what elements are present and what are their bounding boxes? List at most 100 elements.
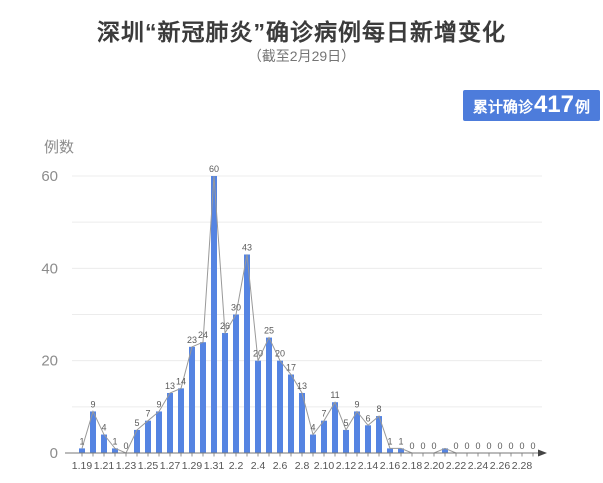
badge-prefix-label: 累计确诊 [472, 99, 533, 116]
y-tick-label: 0 [50, 445, 58, 462]
bar-1.21 [101, 434, 107, 453]
x-tick-label: 2.28 [512, 460, 533, 472]
bar-value-label: 17 [286, 363, 296, 373]
x-axis-arrow-icon [538, 449, 547, 457]
x-tick-label: 2.10 [314, 460, 335, 472]
badge-total-value: 417 [533, 91, 574, 118]
bar-value-label: 13 [297, 381, 307, 391]
bar-2.6 [277, 360, 283, 453]
y-tick-label: 40 [41, 260, 58, 277]
x-tick-label: 2.6 [273, 460, 288, 472]
bar-value-label: 9 [90, 399, 95, 409]
y-axis-name-label: 例数 [44, 139, 75, 156]
bar-value-label: 0 [486, 441, 491, 451]
bar-2.3 [244, 254, 250, 453]
y-tick-label: 20 [41, 353, 58, 370]
bar-value-label: 25 [264, 326, 274, 336]
x-tick-label: 1.29 [182, 460, 203, 472]
x-tick-label: 2.12 [336, 460, 357, 472]
bar-value-label: 0 [431, 441, 436, 451]
page-subtitle: （截至2月29日） [247, 48, 356, 64]
bar-value-label: 30 [231, 303, 241, 313]
x-tick-label: 1.25 [138, 460, 159, 472]
x-tick-label: 2.2 [229, 460, 244, 472]
bar-2.2 [233, 314, 239, 453]
x-tick-label: 1.27 [160, 460, 181, 472]
bar-1.20 [90, 411, 96, 453]
bar-2.12 [343, 429, 349, 453]
bar-value-label: 7 [321, 409, 326, 419]
bar-value-label: 1 [398, 436, 403, 446]
bar-value-label: 9 [156, 399, 161, 409]
bar-value-label: 8 [376, 404, 381, 414]
x-tick-label: 1.21 [94, 460, 115, 472]
bar-value-label: 60 [209, 164, 219, 174]
bar-value-label: 6 [365, 413, 370, 423]
x-tick-label: 1.19 [72, 460, 93, 472]
bar-value-label: 0 [123, 441, 128, 451]
bar-1.29 [189, 346, 195, 453]
badge-suffix-label: 例 [574, 99, 590, 116]
bar-value-label: 0 [530, 441, 535, 451]
x-tick-label: 2.20 [424, 460, 445, 472]
bar-1.22 [112, 448, 118, 453]
bar-value-label: 1 [112, 436, 117, 446]
x-tick-label: 2.14 [358, 460, 379, 472]
bar-1.28 [178, 388, 184, 453]
bar-2.13 [354, 411, 360, 453]
bar-2.15 [376, 416, 382, 453]
bar-value-label: 0 [464, 441, 469, 451]
y-tick-label: 60 [41, 168, 58, 185]
bar-value-label: 0 [420, 441, 425, 451]
bar-2.11 [332, 402, 338, 453]
x-tick-label: 2.26 [490, 460, 511, 472]
bar-2.4 [255, 360, 261, 453]
x-tick-label: 2.22 [446, 460, 467, 472]
bar-value-label: 0 [475, 441, 480, 451]
bar-value-label: 1 [79, 436, 84, 446]
bar-2.1 [222, 332, 228, 453]
bar-value-label: 1 [387, 436, 392, 446]
x-tick-label: 2.18 [402, 460, 423, 472]
bar-value-label: 4 [310, 423, 315, 433]
bar-2.14 [365, 425, 371, 453]
bar-2.7 [288, 374, 294, 453]
bar-1.31 [211, 176, 217, 453]
bar-value-label: 11 [330, 390, 339, 400]
x-tick-label: 2.4 [251, 460, 266, 472]
bar-value-label: 14 [176, 376, 186, 386]
bar-1.19 [79, 448, 85, 453]
cumulative-total-badge: 累计确诊 417 例 [462, 90, 600, 121]
bar-value-label: 0 [409, 441, 414, 451]
bar-value-label: 9 [354, 399, 359, 409]
bar-value-label: 20 [275, 349, 285, 359]
bar-value-label: 23 [187, 335, 197, 345]
bar-1.30 [200, 342, 206, 453]
bar-2.8 [299, 392, 305, 453]
bar-value-label: 0 [453, 441, 458, 451]
x-tick-label: 2.8 [295, 460, 310, 472]
bar-value-label: 26 [220, 321, 230, 331]
bar-2.9 [310, 434, 316, 453]
bar-value-label: 5 [134, 418, 139, 428]
bar-value-label: 7 [145, 409, 150, 419]
bar-value-label: 43 [242, 242, 252, 252]
bar-value-label: 0 [508, 441, 513, 451]
bar-1.27 [167, 392, 173, 453]
x-tick-label: 2.24 [468, 460, 489, 472]
bar-1.25 [145, 420, 151, 453]
bar-value-label: 20 [253, 349, 263, 359]
bar-2.17 [398, 448, 404, 453]
page-title: 深圳“新冠肺炎”确诊病例每日新增变化 [97, 19, 506, 45]
bar-2.10 [321, 420, 327, 453]
bar-2.21 [442, 448, 448, 453]
bar-1.24 [134, 429, 140, 453]
bar-value-label: 5 [343, 418, 348, 428]
bar-value-label: 4 [101, 423, 106, 433]
x-tick-label: 2.16 [380, 460, 401, 472]
x-tick-label: 1.23 [116, 460, 137, 472]
bar-value-label: 0 [497, 441, 502, 451]
bar-value-label: 24 [198, 330, 208, 340]
